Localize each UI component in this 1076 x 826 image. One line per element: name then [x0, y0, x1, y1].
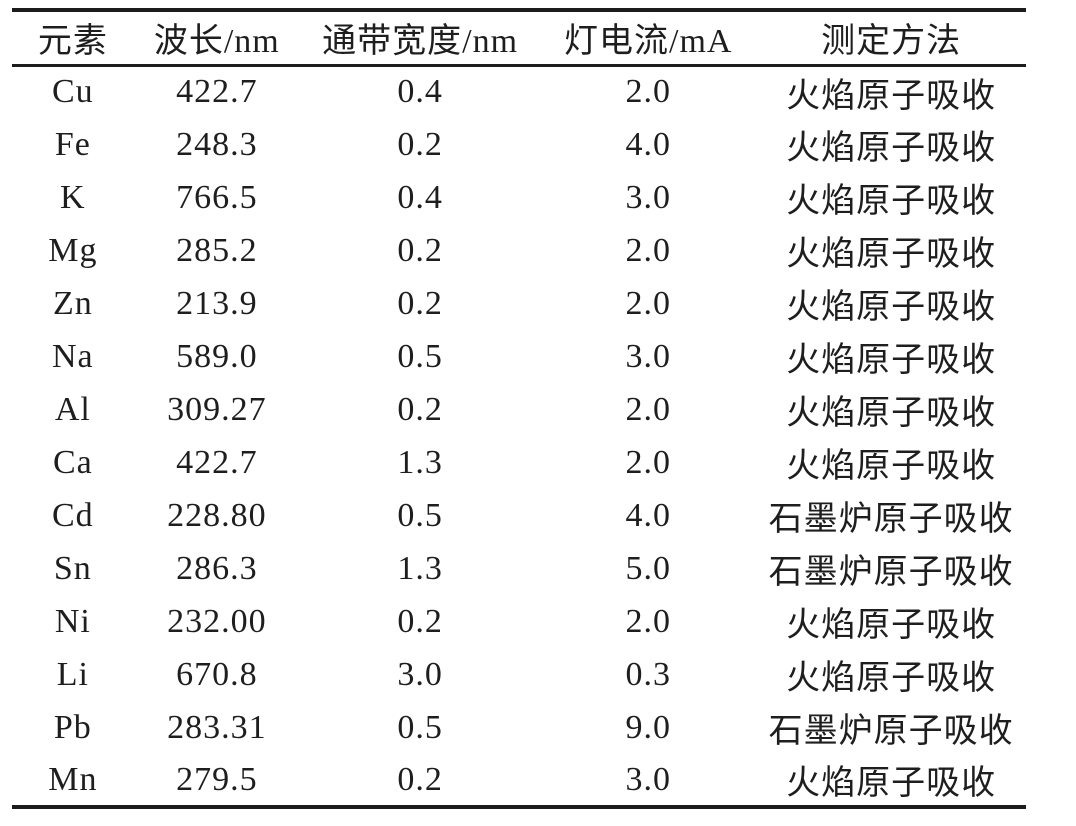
header-lamp-current: 灯电流/mA	[564, 23, 733, 61]
table-row: Na 589.0 0.5 3.0 火焰原子吸收	[12, 330, 1026, 383]
cell-wavelength-nm: 670.8	[176, 655, 258, 693]
cell-method: 火焰原子吸收	[786, 395, 997, 432]
cell-wavelength-nm: 286.3	[176, 549, 258, 587]
cell-wavelength-nm: 213.9	[176, 284, 258, 322]
header-wavelength: 波长/nm	[153, 23, 280, 61]
cell-method: 火焰原子吸收	[786, 342, 997, 379]
cell-lamp-current-ma: 2.0	[625, 284, 671, 322]
cell-wavelength-nm: 309.27	[167, 390, 267, 428]
table-body: Cu 422.7 0.4 2.0 火焰原子吸收 Fe 248.3 0.2 4.0 火焰原子吸收 K 7…	[12, 65, 1026, 807]
cell-wavelength-nm: 279.5	[176, 760, 258, 798]
header-bandpass: 通带宽度/nm	[322, 23, 519, 61]
header-row: 元素 波长/nm 通带宽度/nm 灯电流/mA 测定方法	[12, 10, 1026, 65]
cell-lamp-current-ma: 4.0	[625, 496, 671, 534]
cell-wavelength-nm: 422.7	[176, 443, 258, 481]
cell-method: 石墨炉原子吸收	[768, 554, 1014, 591]
cell-element: Li	[56, 655, 89, 693]
cell-element: Mn	[48, 760, 98, 798]
cell-bandpass-nm: 0.2	[397, 125, 443, 163]
cell-bandpass-nm: 0.2	[397, 760, 443, 798]
cell-method: 火焰原子吸收	[786, 448, 997, 485]
cell-lamp-current-ma: 3.0	[625, 337, 671, 375]
cell-method: 火焰原子吸收	[786, 607, 997, 644]
cell-element: Ni	[54, 602, 91, 640]
cell-lamp-current-ma: 2.0	[625, 390, 671, 428]
cell-lamp-current-ma: 3.0	[625, 178, 671, 216]
cell-method: 石墨炉原子吸收	[768, 713, 1014, 750]
cell-method: 火焰原子吸收	[786, 183, 997, 220]
header-element: 元素	[37, 23, 108, 61]
cell-lamp-current-ma: 4.0	[625, 125, 671, 163]
cell-lamp-current-ma: 2.0	[625, 602, 671, 640]
table-row: Fe 248.3 0.2 4.0 火焰原子吸收	[12, 118, 1026, 171]
table-row: Pb 283.31 0.5 9.0 石墨炉原子吸收	[12, 701, 1026, 754]
cell-bandpass-nm: 0.5	[397, 496, 443, 534]
cell-lamp-current-ma: 2.0	[625, 443, 671, 481]
cell-element: Na	[52, 337, 94, 375]
cell-element: Al	[54, 390, 91, 428]
header-method: 测定方法	[821, 23, 962, 61]
table-row: Zn 213.9 0.2 2.0 火焰原子吸收	[12, 277, 1026, 330]
cell-element: Ca	[52, 443, 93, 481]
cell-method: 火焰原子吸收	[786, 236, 997, 273]
cell-method: 火焰原子吸收	[786, 77, 997, 115]
cell-wavelength-nm: 228.80	[167, 496, 267, 534]
instrument-parameters-table: 元素 波长/nm 通带宽度/nm 灯电流/mA 测定方法 Cu 422.7 0.4 2…	[12, 8, 1026, 809]
cell-lamp-current-ma: 2.0	[625, 73, 671, 111]
cell-bandpass-nm: 0.4	[397, 73, 443, 111]
table-row: K 766.5 0.4 3.0 火焰原子吸收	[12, 171, 1026, 224]
cell-wavelength-nm: 766.5	[176, 178, 258, 216]
cell-lamp-current-ma: 0.3	[625, 655, 671, 693]
cell-element: Sn	[53, 549, 92, 587]
cell-method: 石墨炉原子吸收	[768, 501, 1014, 538]
cell-element: Zn	[52, 284, 93, 322]
cell-bandpass-nm: 0.2	[397, 390, 443, 428]
cell-bandpass-nm: 0.5	[397, 708, 443, 746]
cell-bandpass-nm: 0.4	[397, 178, 443, 216]
cell-element: Cd	[51, 496, 94, 534]
cell-wavelength-nm: 283.31	[167, 708, 267, 746]
cell-lamp-current-ma: 5.0	[625, 549, 671, 587]
table-row: Sn 286.3 1.3 5.0 石墨炉原子吸收	[12, 542, 1026, 595]
cell-bandpass-nm: 1.3	[397, 443, 443, 481]
cell-wavelength-nm: 232.00	[167, 602, 267, 640]
table-row: Ni 232.00 0.2 2.0 火焰原子吸收	[12, 595, 1026, 648]
cell-element: Mg	[48, 231, 98, 269]
cell-bandpass-nm: 1.3	[397, 549, 443, 587]
cell-bandpass-nm: 0.2	[397, 602, 443, 640]
cell-lamp-current-ma: 3.0	[625, 760, 671, 798]
cell-wavelength-nm: 589.0	[176, 337, 258, 375]
cell-bandpass-nm: 0.5	[397, 337, 443, 375]
cell-bandpass-nm: 3.0	[397, 655, 443, 693]
cell-method: 火焰原子吸收	[786, 660, 997, 697]
table-row: Ca 422.7 1.3 2.0 火焰原子吸收	[12, 436, 1026, 489]
table-row: Li 670.8 3.0 0.3 火焰原子吸收	[12, 648, 1026, 701]
cell-method: 火焰原子吸收	[786, 765, 997, 802]
cell-bandpass-nm: 0.2	[397, 231, 443, 269]
cell-wavelength-nm: 422.7	[176, 73, 258, 111]
cell-element: Pb	[53, 708, 92, 746]
table-row: Mn 279.5 0.2 3.0 火焰原子吸收	[12, 754, 1026, 807]
cell-wavelength-nm: 248.3	[176, 125, 258, 163]
cell-bandpass-nm: 0.2	[397, 284, 443, 322]
cell-element: Fe	[54, 125, 91, 163]
cell-element: Cu	[51, 73, 94, 111]
cell-lamp-current-ma: 9.0	[625, 708, 671, 746]
cell-lamp-current-ma: 2.0	[625, 231, 671, 269]
table-row: Cu 422.7 0.4 2.0 火焰原子吸收	[12, 65, 1026, 118]
cell-method: 火焰原子吸收	[786, 289, 997, 326]
cell-method: 火焰原子吸收	[786, 130, 997, 167]
table-row: Mg 285.2 0.2 2.0 火焰原子吸收	[12, 224, 1026, 277]
table-row: Cd 228.80 0.5 4.0 石墨炉原子吸收	[12, 489, 1026, 542]
cell-element: K	[60, 178, 86, 216]
table-row: Al 309.27 0.2 2.0 火焰原子吸收	[12, 383, 1026, 436]
cell-wavelength-nm: 285.2	[176, 231, 258, 269]
